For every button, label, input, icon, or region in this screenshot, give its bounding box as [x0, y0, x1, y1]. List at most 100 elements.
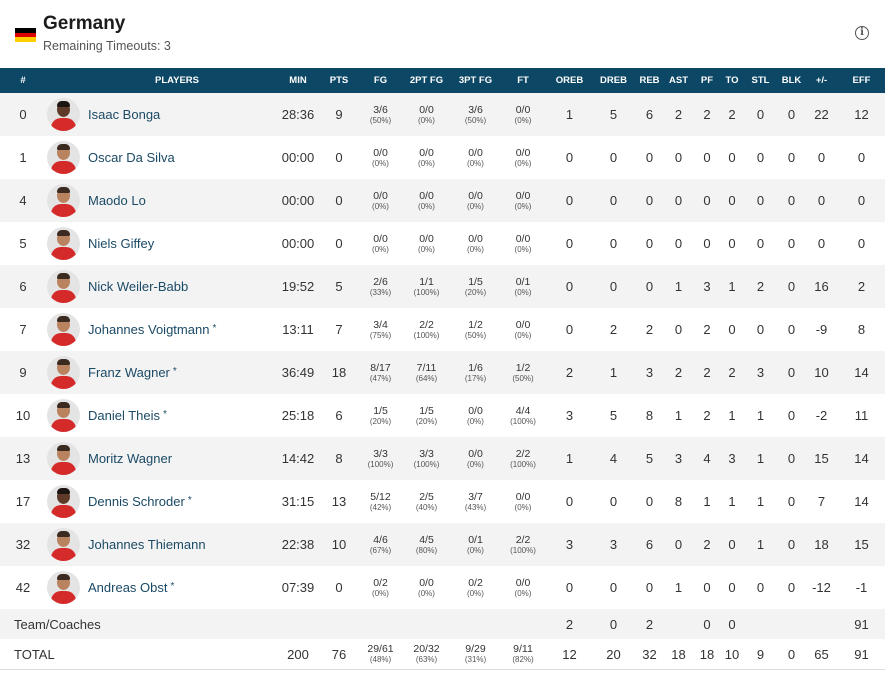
stat-stl: 9 — [743, 639, 778, 670]
column-header[interactable]: PF — [693, 68, 721, 93]
info-icon[interactable]: i — [855, 26, 869, 40]
stat-pf: 0 — [693, 179, 721, 222]
column-header[interactable]: DREB — [592, 68, 635, 93]
avatar[interactable] — [47, 270, 80, 303]
field-goals: 2/6 (33%) — [360, 265, 401, 308]
column-header[interactable]: STL — [743, 68, 778, 93]
two-point-fg: 4/5 (80%) — [401, 523, 452, 566]
stat-blk: 0 — [778, 523, 805, 566]
two-point-fg-percentage: (80%) — [415, 545, 438, 555]
two-point-fg-made-attempted: 1/1 — [419, 275, 434, 288]
field-goals-made-attempted: 3/4 — [373, 318, 388, 331]
minutes: 19:52 — [278, 265, 318, 308]
stat-oreb: 12 — [547, 639, 592, 670]
column-header[interactable]: BLK — [778, 68, 805, 93]
column-header[interactable]: PTS — [318, 68, 360, 93]
stat-reb: 0 — [635, 480, 664, 523]
two-point-fg-made-attempted: 0/0 — [419, 189, 434, 202]
player-name-link[interactable]: Johannes Voigtmann * — [88, 322, 216, 337]
stat-reb: 6 — [635, 523, 664, 566]
field-goals-made-attempted: 0/0 — [373, 146, 388, 159]
field-goals-made-attempted: 3/3 — [373, 447, 388, 460]
field-goals-percentage: (48%) — [369, 655, 392, 664]
field-goals-percentage: (50%) — [369, 115, 392, 125]
avatar[interactable] — [47, 442, 80, 475]
stat-to: 0 — [721, 566, 743, 609]
two-point-fg-percentage: (40%) — [415, 502, 438, 512]
avatar[interactable] — [47, 227, 80, 260]
column-header[interactable]: +/- — [805, 68, 838, 93]
minutes: 14:42 — [278, 437, 318, 480]
two-point-fg-made-attempted: 2/5 — [419, 490, 434, 503]
player-name-link[interactable]: Andreas Obst * — [88, 580, 174, 595]
player-name-link[interactable]: Maodo Lo — [88, 193, 146, 208]
stat-to: 0 — [721, 136, 743, 179]
stat-stl: 0 — [743, 308, 778, 351]
avatar[interactable] — [47, 313, 80, 346]
column-header[interactable]: FT — [499, 68, 547, 93]
avatar[interactable] — [47, 141, 80, 174]
column-header[interactable]: 2PT FG — [401, 68, 452, 93]
stat-pm: -9 — [805, 308, 838, 351]
three-point-fg-made-attempted: 0/0 — [468, 189, 483, 202]
column-header[interactable]: MIN — [278, 68, 318, 93]
free-throws-percentage: (100%) — [510, 459, 536, 469]
column-header[interactable]: 3PT FG — [452, 68, 499, 93]
stat-blk: 0 — [778, 394, 805, 437]
player-name-link[interactable]: Niels Giffey — [88, 236, 154, 251]
stat-dreb: 5 — [592, 93, 635, 136]
avatar[interactable] — [47, 571, 80, 604]
player-name: Moritz Wagner — [88, 451, 173, 466]
column-header[interactable]: REB — [635, 68, 664, 93]
three-point-fg-made-attempted: 1/6 — [468, 361, 483, 374]
player-cell: Daniel Theis * — [46, 394, 278, 437]
column-header[interactable]: EFF — [838, 68, 885, 93]
team-name: Germany — [43, 13, 126, 34]
player-name-link[interactable]: Johannes Thiemann — [88, 537, 206, 552]
player-name-link[interactable]: Oscar Da Silva — [88, 150, 175, 165]
three-point-fg-made-attempted: 3/7 — [468, 490, 483, 503]
field-goals-percentage: (42%) — [369, 502, 392, 512]
avatar-shirt — [51, 462, 76, 475]
jersey-number: 6 — [0, 265, 46, 308]
starter-asterisk-icon: * — [212, 323, 217, 334]
avatar[interactable] — [47, 98, 80, 131]
column-header[interactable]: AST — [664, 68, 693, 93]
avatar-shirt — [51, 548, 76, 561]
stat-oreb: 2 — [547, 351, 592, 394]
two-point-fg: 1/5 (20%) — [401, 394, 452, 437]
stat-ast: 0 — [664, 523, 693, 566]
points: 6 — [318, 394, 360, 437]
player-name-link[interactable]: Daniel Theis * — [88, 408, 167, 423]
column-header[interactable]: TO — [721, 68, 743, 93]
free-throws: 0/0 (0%) — [499, 136, 547, 179]
player-name-link[interactable]: Nick Weiler-Babb — [88, 279, 188, 294]
avatar[interactable] — [47, 485, 80, 518]
player-name-link[interactable]: Franz Wagner * — [88, 365, 177, 380]
column-header[interactable]: FG — [360, 68, 401, 93]
column-header[interactable]: OREB — [547, 68, 592, 93]
minutes: 13:11 — [278, 308, 318, 351]
avatar[interactable] — [47, 528, 80, 561]
player-name-link[interactable]: Moritz Wagner — [88, 451, 172, 466]
player-cell: Nick Weiler-Babb — [46, 265, 278, 308]
stat-pm: 7 — [805, 480, 838, 523]
avatar[interactable] — [47, 399, 80, 432]
column-header[interactable]: # — [0, 68, 46, 93]
stat-ast: 0 — [664, 179, 693, 222]
player-name-link[interactable]: Isaac Bonga — [88, 107, 160, 122]
stat-eff: 0 — [838, 136, 885, 179]
avatar[interactable] — [47, 184, 80, 217]
stat-pm: -2 — [805, 394, 838, 437]
stat-blk: 0 — [778, 351, 805, 394]
three-point-fg: 0/0 (0%) — [452, 179, 499, 222]
box-score-table: # PLAYERS MIN PTS FG 2PT FG 3PT FG FT OREB DREB RE… — [0, 68, 885, 670]
stat-pf: 3 — [693, 265, 721, 308]
stat-to: 0 — [721, 523, 743, 566]
stat-to: 10 — [721, 639, 743, 670]
two-point-fg-made-attempted: 1/5 — [419, 404, 434, 417]
stat-stl: 3 — [743, 351, 778, 394]
player-name-link[interactable]: Dennis Schroder * — [88, 494, 192, 509]
column-header[interactable]: PLAYERS — [46, 68, 278, 93]
avatar[interactable] — [47, 356, 80, 389]
